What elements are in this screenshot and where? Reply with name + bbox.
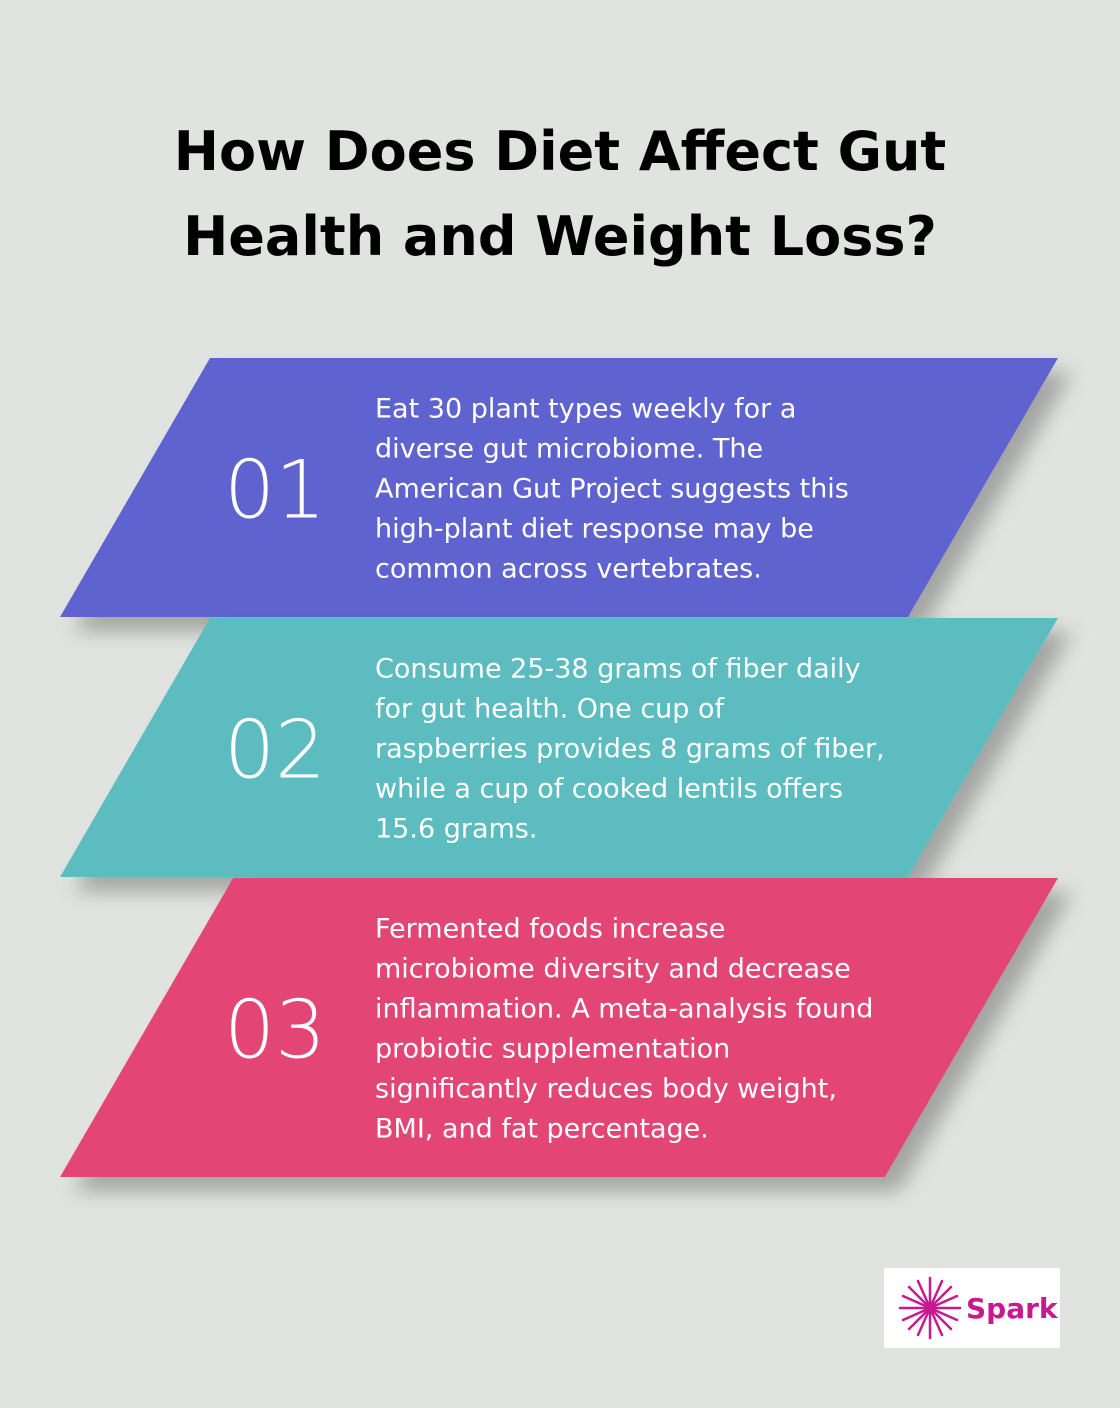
item-text-line: BMI, and fat percentage. — [375, 1114, 709, 1145]
item: 03 Fermented foods increase microbiome div… — [60, 878, 1058, 1177]
item-card — [60, 358, 1058, 617]
item-number: 02 — [224, 704, 326, 797]
item-text-line: diverse gut microbiome. The — [375, 434, 763, 465]
item-text-line: for gut health. One cup of — [375, 694, 726, 725]
item-list: 01 Eat 30 plant types weekly for a diverse… — [60, 358, 1058, 1177]
item-number: 01 — [224, 444, 326, 537]
item-text-line: while a cup of cooked lentils offers — [375, 774, 843, 805]
logo-icon — [898, 1276, 962, 1340]
logo: Spark — [884, 1268, 1060, 1348]
title-line: How Does Diet Affect Gut — [174, 120, 946, 183]
item-number: 03 — [224, 984, 326, 1077]
item-text-line: Eat 30 plant types weekly for a — [375, 394, 796, 425]
title-line: Health and Weight Loss? — [183, 205, 937, 268]
item-text-line: inflammation. A meta-analysis found — [375, 994, 873, 1025]
item-text-line: high-plant diet response may be — [375, 514, 814, 545]
item-text-line: 15.6 grams. — [375, 814, 537, 845]
item-text-line: common across vertebrates. — [375, 554, 762, 585]
item-text-line: microbiome diversity and decrease — [375, 954, 851, 985]
item-text-line: Fermented foods increase — [375, 914, 725, 945]
item-card — [60, 618, 1058, 877]
item: 02 Consume 25-38 grams of fiber daily for … — [60, 618, 1058, 877]
item-text-line: American Gut Project suggests this — [375, 474, 849, 505]
item-card — [60, 878, 1058, 1177]
logo-text: Spark — [966, 1292, 1059, 1325]
item-text-line: significantly reduces body weight, — [375, 1074, 837, 1105]
item: 01 Eat 30 plant types weekly for a diverse… — [60, 358, 1058, 617]
item-text-line: Consume 25-38 grams of fiber daily — [375, 654, 861, 685]
item-text-line: probiotic supplementation — [375, 1034, 730, 1065]
item-text-line: raspberries provides 8 grams of fiber, — [375, 734, 885, 765]
